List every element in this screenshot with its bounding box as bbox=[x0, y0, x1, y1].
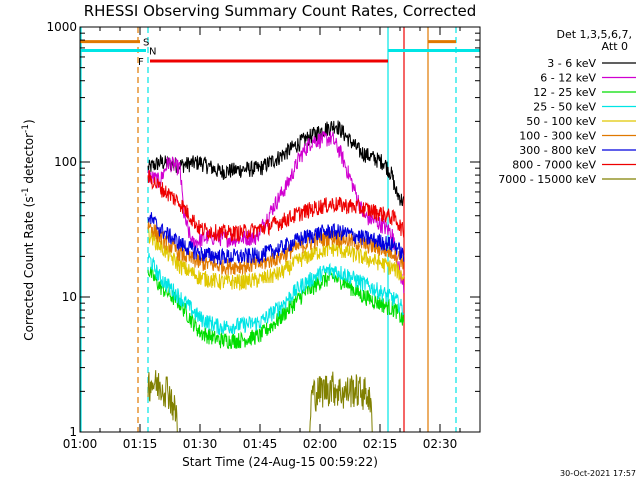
x-tick-label: 01:15 bbox=[123, 437, 158, 451]
plot-frame bbox=[79, 26, 481, 433]
state-bar-label: S bbox=[143, 38, 149, 49]
legend-item-label: 3 - 6 keV bbox=[547, 57, 596, 70]
state-bar-label: N bbox=[149, 46, 156, 57]
y-axis-label-main: Corrected Count Rate (s bbox=[22, 196, 36, 340]
legend-item-label: 300 - 800 keV bbox=[519, 144, 596, 157]
y-tick-label: 1 bbox=[69, 425, 77, 439]
legend-item-label: 7000 - 15000 keV bbox=[498, 173, 596, 186]
x-tick-label: 01:30 bbox=[183, 437, 218, 451]
x-tick-label: 01:00 bbox=[63, 437, 98, 451]
legend: Det 1,3,5,6,7, Att 0 3 - 6 keV 6 - 12 keV… bbox=[498, 28, 636, 186]
y-axis-label: Corrected Count Rate (s-1 detector-1) bbox=[21, 119, 36, 340]
footer-timestamp: 30-Oct-2021 17:57 bbox=[560, 469, 636, 478]
x-tick-label: 02:00 bbox=[303, 437, 338, 451]
series-line bbox=[147, 226, 405, 291]
y-axis-label-end: ) bbox=[22, 119, 36, 124]
series-line bbox=[147, 169, 405, 242]
series-line bbox=[147, 212, 405, 266]
legend-item-label: 12 - 25 keV bbox=[533, 86, 596, 99]
series-line bbox=[147, 120, 405, 207]
x-axis-label: Start Time (24-Aug-15 00:59:22) bbox=[182, 455, 378, 469]
plot-area: SNF 01:00 01:15 01:30 01:45 02:00 02:15 02:30 1… bbox=[46, 20, 481, 451]
legend-item-label: 800 - 7000 keV bbox=[512, 159, 596, 172]
y-axis-label-mid: detector bbox=[22, 133, 36, 188]
legend-header-line-1: Det 1,3,5,6,7, bbox=[556, 28, 632, 41]
legend-item-label: 50 - 100 keV bbox=[526, 115, 596, 128]
y-tick-label: 1000 bbox=[46, 20, 77, 34]
x-tick-label: 02:15 bbox=[363, 437, 398, 451]
series-line bbox=[147, 219, 405, 277]
state-bar-label: F bbox=[138, 57, 144, 68]
series-line bbox=[147, 252, 405, 335]
legend-item-label: 25 - 50 keV bbox=[533, 101, 596, 114]
x-tick-label: 01:45 bbox=[243, 437, 278, 451]
legend-item-label: 100 - 300 keV bbox=[519, 130, 596, 143]
y-tick-label: 10 bbox=[62, 290, 77, 304]
legend-header-line-2: Att 0 bbox=[602, 40, 628, 53]
x-tick-label: 02:30 bbox=[423, 437, 458, 451]
y-axis-label-exp-1: -1 bbox=[21, 187, 31, 196]
y-tick-label: 100 bbox=[54, 155, 77, 169]
series-line bbox=[147, 370, 376, 433]
chart-title: RHESSI Observing Summary Count Rates, Co… bbox=[84, 2, 477, 20]
series-line bbox=[147, 266, 405, 350]
series-line bbox=[147, 130, 405, 294]
y-axis-label-exp-2: -1 bbox=[21, 124, 31, 133]
legend-item-label: 6 - 12 keV bbox=[540, 72, 596, 85]
